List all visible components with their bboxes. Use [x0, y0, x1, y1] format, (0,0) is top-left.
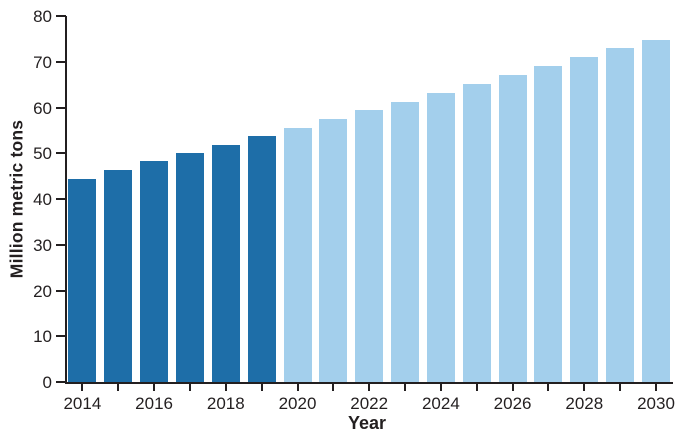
- bar-2027: [534, 65, 563, 382]
- x-axis-title: Year: [347, 413, 387, 433]
- x-tick-2020: [296, 383, 299, 391]
- y-tick-50: [56, 152, 66, 155]
- x-tick-2026: [511, 383, 514, 391]
- y-tick-60: [56, 106, 66, 109]
- x-tick-label-2024: 2024: [421, 394, 460, 413]
- x-tick-2023: [404, 383, 407, 391]
- x-tick-2029: [619, 383, 622, 391]
- bar-2023: [391, 101, 420, 382]
- bar-2014: [68, 178, 97, 382]
- y-tick-0: [56, 381, 66, 383]
- y-tick-label-50: 50: [33, 144, 52, 164]
- y-tick-40: [56, 198, 66, 200]
- y-tick-label-70: 70: [33, 52, 52, 72]
- x-tick-2030: [655, 383, 657, 391]
- y-tick-label-40: 40: [33, 190, 52, 209]
- bar-2029: [606, 48, 635, 382]
- x-tick-2016: [153, 383, 156, 391]
- y-tick-label-30: 30: [33, 235, 52, 255]
- bar-2021: [319, 118, 348, 382]
- bar-2017: [175, 152, 204, 382]
- x-tick-label-2030: 2030: [637, 394, 675, 413]
- x-tick-label-2016: 2016: [135, 394, 173, 413]
- x-tick-2014: [81, 383, 84, 391]
- x-tick-2027: [547, 383, 550, 391]
- bar-2030: [642, 39, 670, 382]
- y-tick-80: [56, 15, 66, 17]
- y-tick-label-60: 60: [33, 98, 52, 118]
- bar-2028: [570, 56, 599, 382]
- y-tick-30: [56, 243, 66, 246]
- x-tick-2021: [332, 383, 335, 391]
- x-tick-2015: [117, 383, 120, 391]
- x-tick-label-2028: 2028: [565, 394, 604, 413]
- y-axis-line: [65, 16, 67, 384]
- bar-2026: [498, 75, 527, 382]
- y-tick-label-0: 0: [42, 373, 52, 392]
- x-tick-2017: [188, 383, 191, 391]
- bar-2019: [247, 136, 276, 382]
- x-tick-label-2018: 2018: [206, 394, 245, 413]
- bar-2020: [283, 127, 312, 382]
- x-tick-2024: [439, 383, 442, 391]
- bar-2018: [211, 144, 240, 382]
- x-tick-2025: [475, 383, 478, 391]
- bar-2016: [140, 161, 169, 382]
- y-tick-10: [56, 335, 66, 338]
- y-tick-label-20: 20: [33, 281, 52, 301]
- x-tick-label-2020: 2020: [278, 394, 317, 413]
- bar-2025: [462, 83, 491, 382]
- bar-2015: [104, 169, 133, 382]
- y-tick-70: [56, 60, 66, 63]
- x-tick-label-2014: 2014: [63, 394, 102, 413]
- bar-2024: [426, 92, 455, 382]
- y-tick-label-80: 80: [33, 7, 52, 26]
- bar-2022: [355, 110, 384, 382]
- x-tick-2022: [368, 383, 371, 391]
- x-tick-label-2022: 2022: [350, 394, 389, 413]
- x-tick-2018: [224, 383, 227, 391]
- x-tick-2019: [260, 383, 263, 391]
- y-tick-label-10: 10: [33, 327, 52, 347]
- x-tick-2028: [583, 383, 586, 391]
- x-tick-label-2026: 2026: [493, 394, 532, 413]
- y-tick-20: [56, 289, 66, 292]
